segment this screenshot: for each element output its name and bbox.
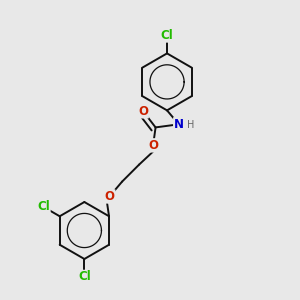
Text: N: N — [174, 118, 184, 131]
Text: H: H — [188, 120, 195, 130]
Text: Cl: Cl — [78, 270, 91, 284]
Text: Cl: Cl — [161, 29, 173, 42]
Text: Cl: Cl — [37, 200, 50, 214]
Text: O: O — [138, 105, 148, 118]
Text: O: O — [148, 139, 158, 152]
Text: O: O — [105, 190, 115, 203]
